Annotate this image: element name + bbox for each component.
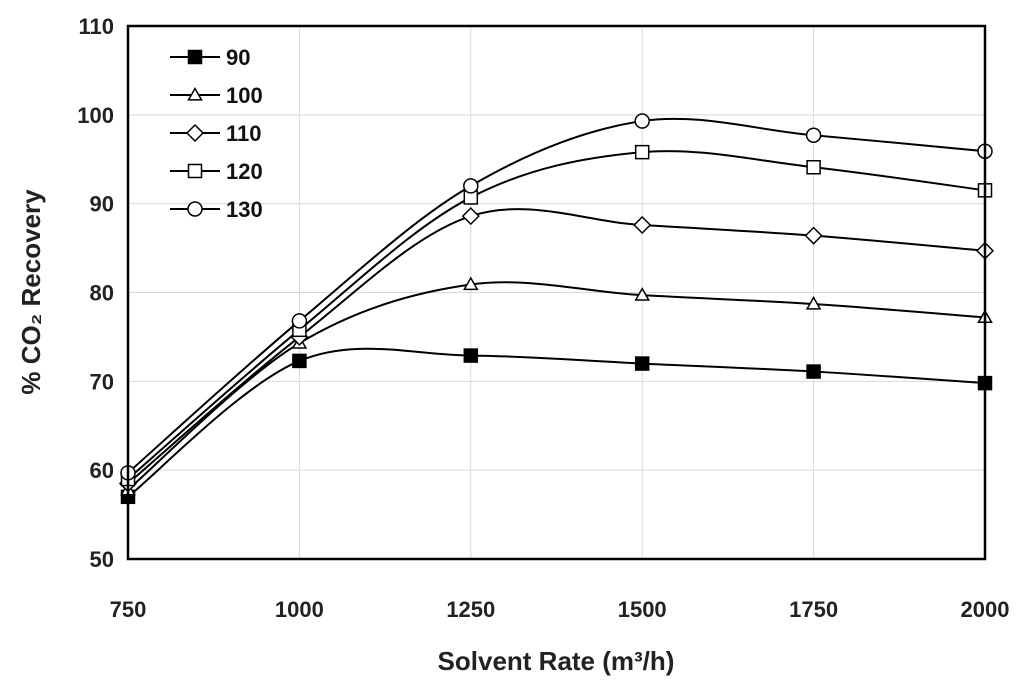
legend-item-110: 110 [170, 121, 262, 146]
legend-item-120: 120 [170, 159, 263, 184]
data-point-120 [634, 144, 650, 160]
x-tick-label: 1500 [618, 597, 667, 622]
series-120 [120, 144, 993, 487]
x-axis-title: Solvent Rate (m³/h) [438, 646, 675, 676]
data-point-120 [806, 159, 821, 175]
x-tick-label: 2000 [961, 597, 1010, 622]
legend: 90 100 110 120 130 [170, 45, 263, 222]
series-130 [120, 113, 993, 481]
data-point-110 [633, 215, 652, 235]
x-tick-label: 750 [110, 597, 147, 622]
legend-item-100: 100 [170, 83, 263, 108]
data-point-100 [634, 287, 650, 301]
legend-marker [187, 86, 203, 101]
x-tick-label: 1750 [789, 597, 838, 622]
y-axis-ticks: 50 60 70 80 90 100 110 [77, 14, 114, 572]
data-point-90 [463, 348, 479, 363]
series-group [118, 113, 995, 505]
data-point-130 [805, 127, 822, 144]
series-line-120 [127, 150, 986, 480]
series-line-110 [127, 208, 986, 485]
series-90 [120, 347, 993, 505]
legend-label: 100 [226, 83, 263, 108]
y-tick-label: 50 [90, 547, 114, 572]
legend-marker [185, 123, 205, 143]
data-point-130 [634, 113, 650, 129]
x-tick-label: 1250 [446, 597, 495, 622]
data-point-110 [804, 226, 823, 245]
data-point-100 [463, 276, 479, 291]
series-line-130 [127, 117, 986, 474]
legend-marker [187, 49, 203, 65]
legend-label: 130 [226, 197, 263, 222]
legend-marker [187, 163, 203, 179]
y-tick-label: 90 [90, 192, 114, 217]
legend-label: 110 [226, 121, 262, 146]
legend-label: 120 [226, 159, 263, 184]
data-point-100 [805, 296, 822, 310]
series-110 [118, 207, 995, 493]
data-point-90 [806, 364, 821, 379]
plot-frame [126, 24, 987, 561]
y-tick-label: 70 [90, 369, 114, 394]
y-tick-label: 60 [90, 458, 114, 483]
legend-item-130: 130 [170, 197, 263, 222]
y-tick-label: 110 [79, 14, 115, 39]
legend-label: 90 [226, 45, 250, 70]
series-line-100 [127, 281, 986, 491]
y-axis-title: % CO₂ Recovery [16, 189, 46, 395]
series-100 [120, 276, 993, 496]
y-tick-label: 80 [90, 281, 114, 306]
data-point-90 [634, 356, 650, 371]
data-point-130 [463, 178, 479, 194]
x-tick-label: 1000 [275, 597, 324, 622]
data-point-130 [291, 313, 308, 329]
x-axis-ticks: 750 1000 1250 1500 1750 2000 [110, 597, 1010, 622]
series-line-90 [127, 347, 986, 498]
legend-marker [187, 201, 203, 217]
data-point-90 [292, 353, 307, 369]
y-tick-label: 100 [77, 103, 114, 128]
legend-item-90: 90 [170, 45, 250, 70]
data-point-110 [461, 207, 480, 226]
